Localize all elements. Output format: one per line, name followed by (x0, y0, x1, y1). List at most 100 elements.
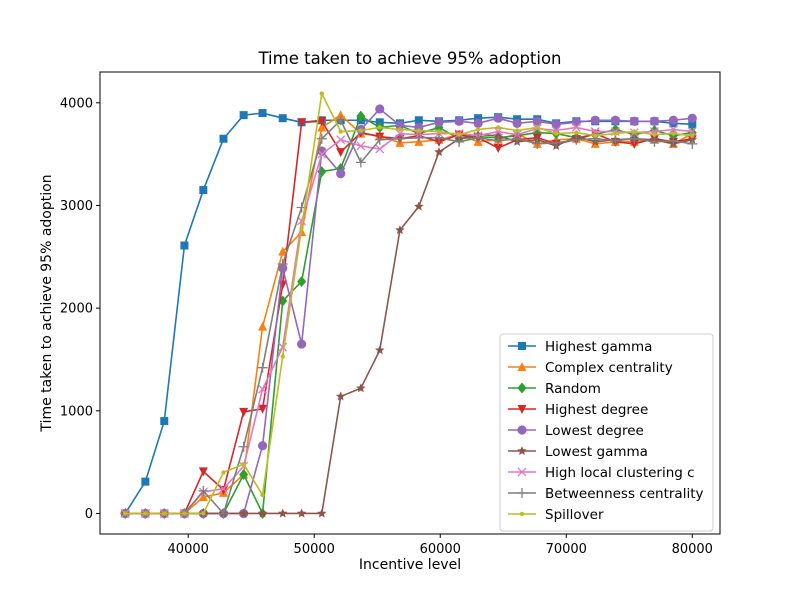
legend-marker (517, 467, 527, 477)
data-point (610, 115, 621, 125)
data-point (239, 468, 249, 480)
data-point (199, 186, 208, 195)
data-point (238, 441, 249, 452)
data-point (652, 132, 657, 137)
data-point (201, 511, 206, 516)
data-point (535, 125, 540, 130)
legend-marker (517, 362, 527, 371)
data-point (319, 91, 324, 96)
legend-label: Complex centrality (545, 360, 673, 376)
data-point (668, 115, 678, 125)
data-point (394, 133, 405, 144)
data-point (198, 467, 208, 477)
legend-entry: Highest degree (508, 402, 648, 418)
data-point (397, 127, 403, 132)
data-point (375, 345, 385, 355)
data-point (493, 127, 503, 137)
axes-frame (99, 71, 721, 535)
data-point (296, 508, 307, 518)
data-point (356, 110, 366, 122)
data-point (180, 241, 189, 250)
x-tick-label: 40000 (168, 542, 209, 557)
legend-marker (517, 488, 527, 498)
legend-label: Spillover (545, 507, 604, 523)
data-point (571, 122, 581, 132)
series-spillover (123, 91, 695, 516)
data-point (493, 135, 504, 146)
data-point (198, 492, 208, 502)
series-line (125, 92, 693, 515)
legend-entry: Spillover (508, 507, 604, 523)
data-point (395, 129, 405, 139)
data-point (219, 134, 228, 143)
data-point (258, 404, 268, 414)
data-point (297, 339, 307, 349)
data-point (593, 133, 598, 138)
data-point (690, 133, 695, 138)
data-point (218, 508, 229, 519)
legend-label: Lowest gamma (545, 444, 648, 460)
data-point (317, 122, 327, 132)
data-point (218, 485, 228, 495)
legend-label: Random (545, 381, 601, 397)
data-point (454, 136, 465, 147)
data-point (574, 130, 579, 135)
x-tick-label: 50000 (294, 542, 335, 557)
data-point (239, 407, 249, 417)
data-point (629, 116, 639, 126)
legend-entry: Complex centrality (508, 360, 673, 376)
data-point (474, 114, 483, 123)
y-tick-label: 0 (85, 507, 93, 522)
data-point (238, 508, 249, 518)
chart-title: Time taken to achieve 95% adoption (257, 49, 561, 68)
data-point (162, 511, 167, 516)
y-tick-label: 2000 (60, 302, 93, 317)
y-tick-label: 3000 (60, 199, 93, 214)
data-point (512, 118, 522, 128)
data-point (687, 138, 698, 149)
data-point (198, 485, 209, 496)
data-point (413, 132, 424, 143)
legend-marker (517, 446, 527, 456)
data-point (512, 133, 523, 144)
data-point (358, 128, 364, 133)
data-point (532, 138, 543, 149)
legend-label: Lowest degree (545, 423, 644, 439)
x-tick-label: 80000 (672, 542, 713, 557)
y-tick-label: 4000 (60, 96, 93, 111)
data-point (375, 104, 385, 114)
data-point (278, 246, 288, 256)
data-point (257, 362, 268, 373)
data-point (260, 492, 265, 498)
x-axis-title: Incentive level (359, 557, 461, 573)
y-axis-title: Time taken to achieve 95% adoption (39, 174, 55, 432)
axes: 40000 50000 60000 70000 80000 0 1000 2000 3000 40… (60, 71, 721, 557)
data-point (473, 118, 483, 128)
data-point (219, 484, 228, 494)
legend: Highest gamma Complex centrality Random Hig… (499, 333, 714, 532)
data-point (297, 275, 307, 287)
data-point (613, 131, 618, 136)
data-point (316, 133, 327, 144)
legend-box (499, 333, 714, 532)
data-point (221, 470, 226, 475)
data-point (395, 225, 405, 235)
data-point (356, 141, 366, 151)
legend-label: High local clustering c (545, 465, 695, 481)
data-point (496, 125, 501, 130)
data-point (649, 136, 660, 147)
series-line (125, 126, 693, 515)
data-point (278, 342, 288, 352)
data-point (610, 135, 621, 146)
legend-marker (517, 382, 527, 394)
data-point (493, 130, 503, 140)
legend-label: Betweenness centrality (545, 486, 703, 502)
legend-entry: Betweenness centrality (508, 486, 703, 502)
data-point (571, 117, 581, 127)
data-point (182, 511, 187, 516)
data-point (436, 129, 442, 134)
data-point (668, 125, 678, 134)
data-point (433, 132, 444, 143)
legend-label: Highest degree (545, 402, 648, 418)
